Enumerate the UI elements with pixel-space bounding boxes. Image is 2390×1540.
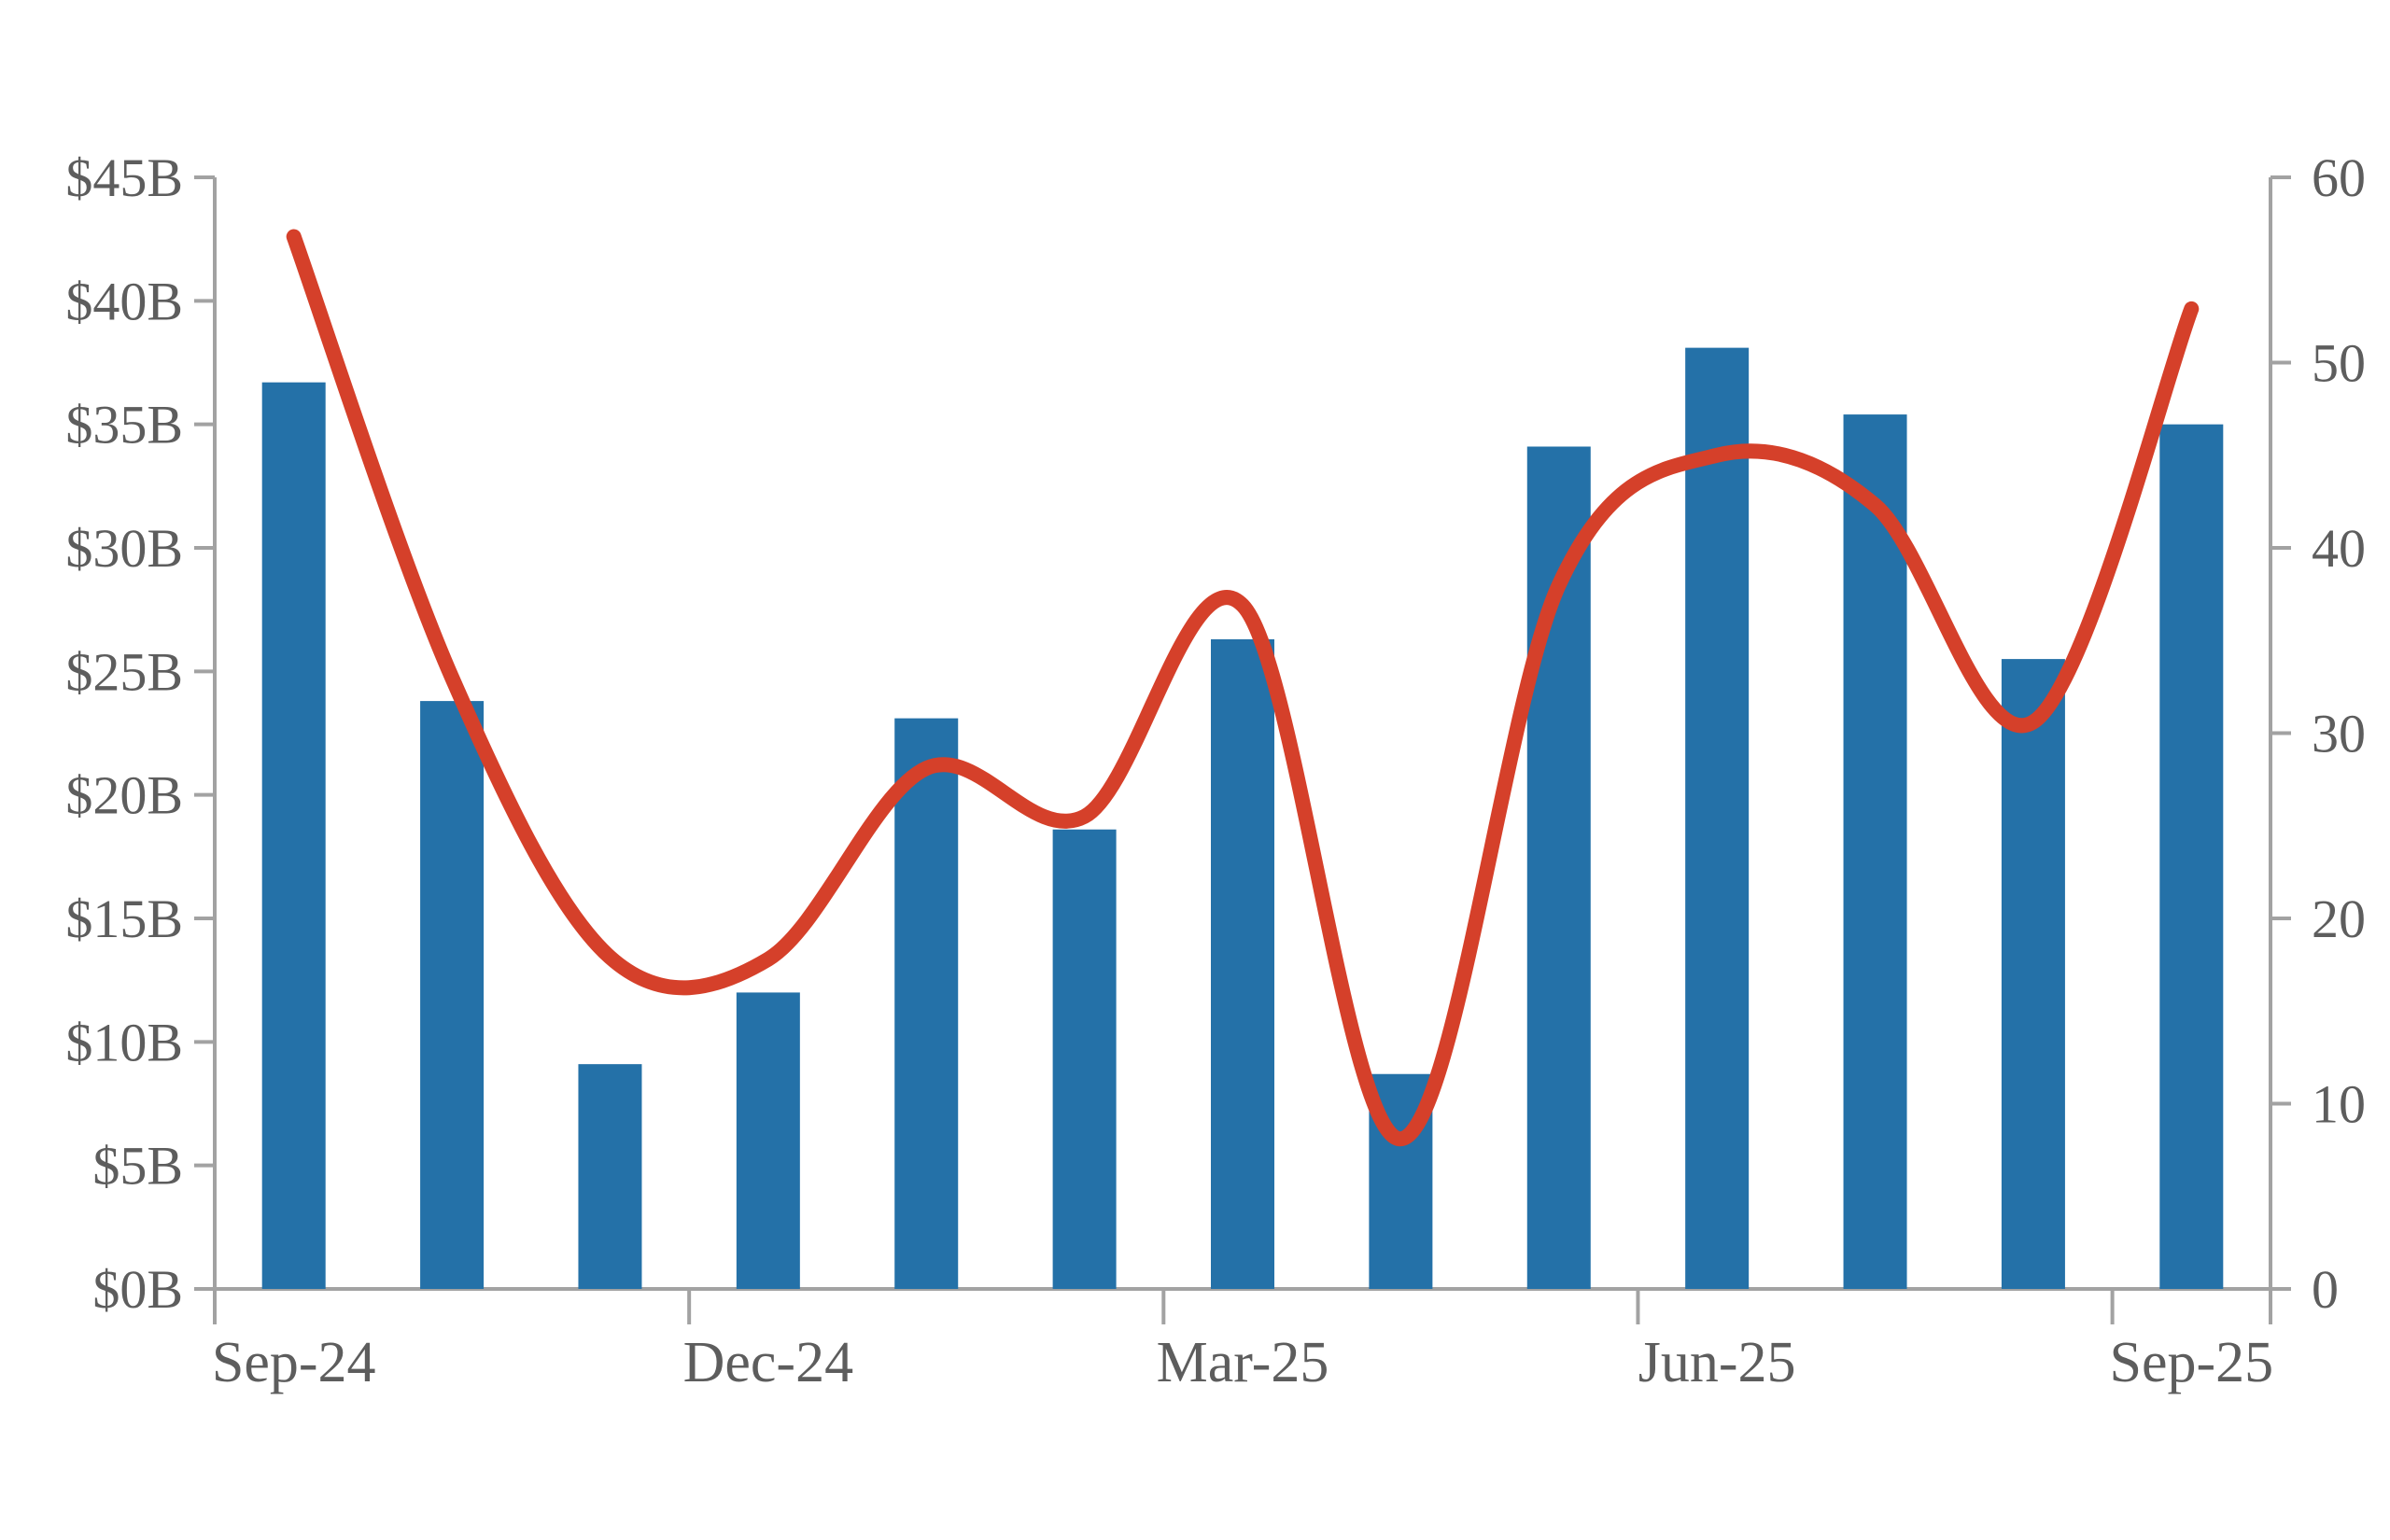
bar-Jul-25 [1843,414,1907,1290]
bar-Aug-25 [2001,659,2065,1289]
bar-Sep-25 [2159,424,2224,1290]
bar-Jan-25 [894,718,959,1289]
bar-Dec-24 [736,992,800,1289]
line-series-path [286,229,2200,1147]
right-axis-tick-label: 0 [2312,1259,2339,1320]
right-axis-tick-label: 20 [2312,889,2366,949]
x-axis-label-Jun-25: Jun-25 [1638,1331,1796,1394]
bar-Sep-24 [261,382,326,1289]
x-axis-label-Sep-25: Sep-25 [2109,1331,2273,1394]
right-axis-tick-label: 40 [2312,518,2366,579]
bar-Jun-25 [1685,347,1750,1289]
left-axis-tick-label: $45B [65,147,183,208]
left-axis-tick-label: $20B [65,765,183,826]
bar-Nov-24 [578,1064,642,1289]
left-axis-tick-label: $5B [92,1136,183,1197]
left-axis-tick-label: $10B [65,1012,183,1072]
x-axis-label-Sep-24: Sep-24 [212,1331,376,1394]
x-axis-label-Mar-25: Mar-25 [1157,1331,1329,1394]
bar-Mar-25 [1211,638,1274,1289]
left-axis-tick-label: $35B [65,395,183,455]
x-axis-label-Dec-24: Dec-24 [683,1331,853,1394]
left-axis-tick-label: $15B [65,889,183,949]
left-axis-tick-label: $25B [65,641,183,702]
left-axis-tick-label: $30B [65,518,183,579]
right-axis-tick-label: 10 [2312,1074,2366,1135]
left-axis-tick-label: $0B [92,1259,183,1320]
bar-Oct-24 [420,701,485,1289]
right-axis-tick-label: 60 [2312,147,2366,208]
right-axis-tick-label: 50 [2312,333,2366,394]
right-axis-tick-label: 30 [2312,704,2366,764]
bar-Feb-25 [1052,829,1117,1289]
left-axis-tick-label: $40B [65,271,183,331]
